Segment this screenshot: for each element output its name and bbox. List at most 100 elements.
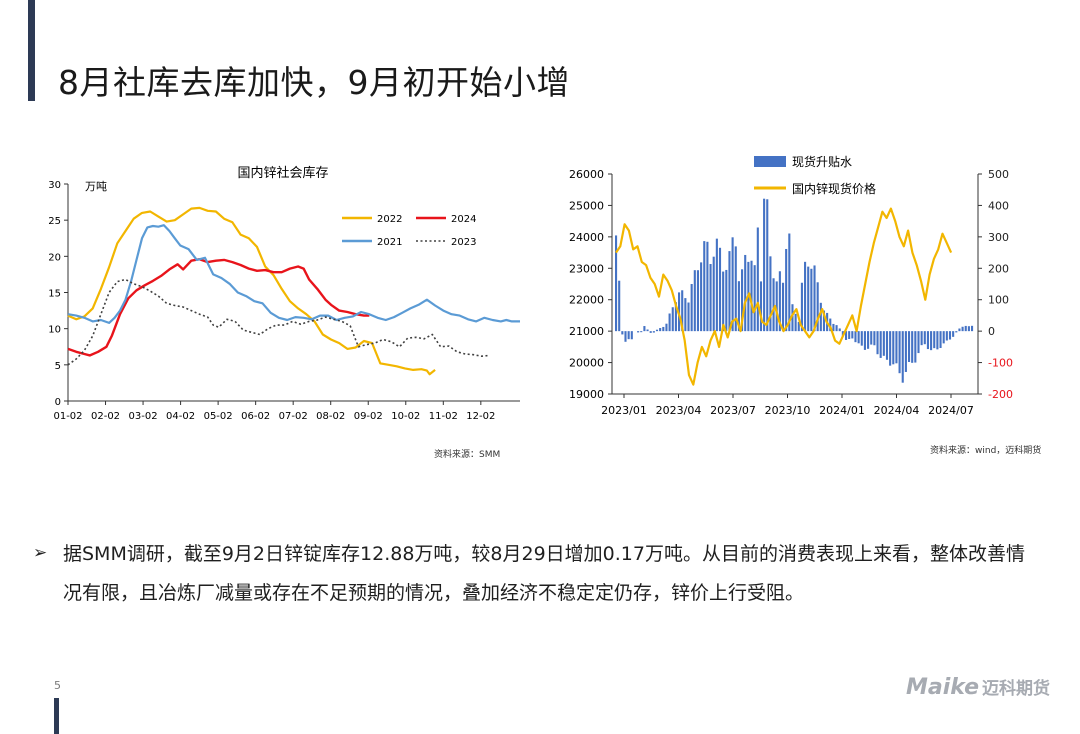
inventory-y-unit: 万吨 <box>85 180 107 193</box>
basis-bar <box>885 331 889 360</box>
basis-bar <box>911 331 914 363</box>
basis-bar <box>854 331 857 343</box>
basis-bar <box>835 325 838 332</box>
basis-bar <box>652 331 655 333</box>
basis-right-tick-label: 0 <box>988 325 995 338</box>
page-number: 5 <box>54 679 61 692</box>
basis-bar <box>696 270 700 332</box>
basis-bar <box>788 233 791 332</box>
inventory-x-tick-label: 08-02 <box>316 411 345 422</box>
price-left-tick-label: 24000 <box>569 231 604 244</box>
inventory-series-2021 <box>67 224 520 324</box>
basis-bar <box>772 278 775 332</box>
price-series-line <box>615 207 953 386</box>
basis-bar <box>942 331 945 344</box>
inventory-y-tick-label: 25 <box>48 216 61 227</box>
accent-bar-bottom <box>54 698 59 734</box>
inventory-x-tick-label: 06-02 <box>241 411 270 422</box>
basis-bar <box>892 331 895 365</box>
inventory-x-tick-label: 01-02 <box>53 411 82 422</box>
basis-bar <box>791 304 794 332</box>
inventory-series-2022 <box>67 206 436 376</box>
inventory-x-tick-label: 07-02 <box>279 411 308 422</box>
price-left-tick-label: 25000 <box>569 199 604 212</box>
basis-bar <box>816 282 819 332</box>
inventory-legend-label-2021: 2021 <box>377 237 402 248</box>
basis-bar <box>756 227 759 332</box>
basis-bar <box>794 313 797 332</box>
price-source: 资料来源：wind，迈科期货 <box>930 446 1042 456</box>
basis-bar <box>967 326 970 332</box>
basis-right-tick-label: -100 <box>988 357 1013 370</box>
logo-text: Maike <box>906 675 980 700</box>
price-left-tick-label: 21000 <box>569 325 604 338</box>
inventory-chart-title: 国内锌社会库存 <box>237 165 328 181</box>
basis-bar <box>769 256 772 332</box>
basis-bar <box>917 331 920 354</box>
basis-bar <box>734 246 737 332</box>
basis-bar <box>867 331 870 349</box>
basis-bar <box>851 331 854 339</box>
basis-bars <box>615 198 974 383</box>
basis-bar <box>920 331 923 346</box>
basis-bar <box>703 241 706 332</box>
basis-bar <box>640 331 643 333</box>
basis-bar <box>838 328 841 332</box>
price-x-tick-label: 2023/10 <box>765 404 811 417</box>
basis-bar <box>958 328 961 332</box>
basis-bar <box>844 331 848 340</box>
price-x-tick-label: 2024/07 <box>928 404 974 417</box>
basis-right-tick-label: 500 <box>988 168 1009 181</box>
basis-bar <box>725 269 728 332</box>
basis-bar <box>728 251 731 332</box>
basis-bar <box>700 262 703 332</box>
inventory-series-2023 <box>67 278 490 366</box>
inventory-legend-label-2024: 2024 <box>451 214 476 225</box>
inventory-y-tick-label: 10 <box>48 325 61 336</box>
price-x-tick-label: 2023/07 <box>710 404 756 417</box>
basis-bar <box>731 237 734 332</box>
basis-bar <box>662 326 665 332</box>
price-x-tick-label: 2024/04 <box>874 404 920 417</box>
basis-bar <box>857 331 860 344</box>
inventory-legend: 2022 2024 2021 2023 <box>342 214 476 248</box>
basis-bar <box>882 331 885 356</box>
basis-bar <box>898 331 901 374</box>
inventory-x-tick-label: 09-02 <box>354 411 383 422</box>
basis-bar <box>621 331 624 335</box>
basis-bar <box>945 331 948 341</box>
basis-bar <box>665 323 668 332</box>
inventory-series-2024 <box>67 257 370 357</box>
basis-bar <box>907 331 911 362</box>
basis-bar <box>863 331 866 350</box>
basis-bar <box>759 281 763 332</box>
price-left-tick-label: 19000 <box>569 388 604 401</box>
basis-bar <box>933 331 936 349</box>
basis-bar <box>860 331 863 346</box>
basis-bar <box>624 331 627 342</box>
basis-bar <box>643 326 646 332</box>
slide-title: 8月社库去库加快，9月初开始小增 <box>58 63 570 102</box>
basis-bar <box>655 329 659 332</box>
basis-right-tick-label: -200 <box>988 388 1013 401</box>
basis-bar <box>709 264 712 332</box>
basis-bar <box>712 256 715 332</box>
inventory-x-tick-label: 02-02 <box>91 411 120 422</box>
basis-right-tick-label: 300 <box>988 231 1009 244</box>
basis-bar <box>926 331 929 350</box>
basis-bar <box>800 282 803 332</box>
basis-bar <box>722 271 725 332</box>
basis-bar <box>804 261 807 332</box>
basis-bar <box>659 328 662 332</box>
basis-bar <box>848 331 851 339</box>
basis-bar <box>961 326 964 332</box>
basis-bar <box>744 254 747 332</box>
inventory-y-ticks: 0 5 10 15 20 25 30 <box>48 180 68 408</box>
basis-bar <box>781 282 785 332</box>
basis-bar <box>955 331 958 333</box>
basis-bar <box>952 331 955 337</box>
price-x-ticks: 2023/01 2023/04 2023/07 2023/10 2024/01 2024/… <box>601 394 974 417</box>
basis-right-ticks: -200 -100 0 100 200 300 400 500 <box>978 168 1013 401</box>
